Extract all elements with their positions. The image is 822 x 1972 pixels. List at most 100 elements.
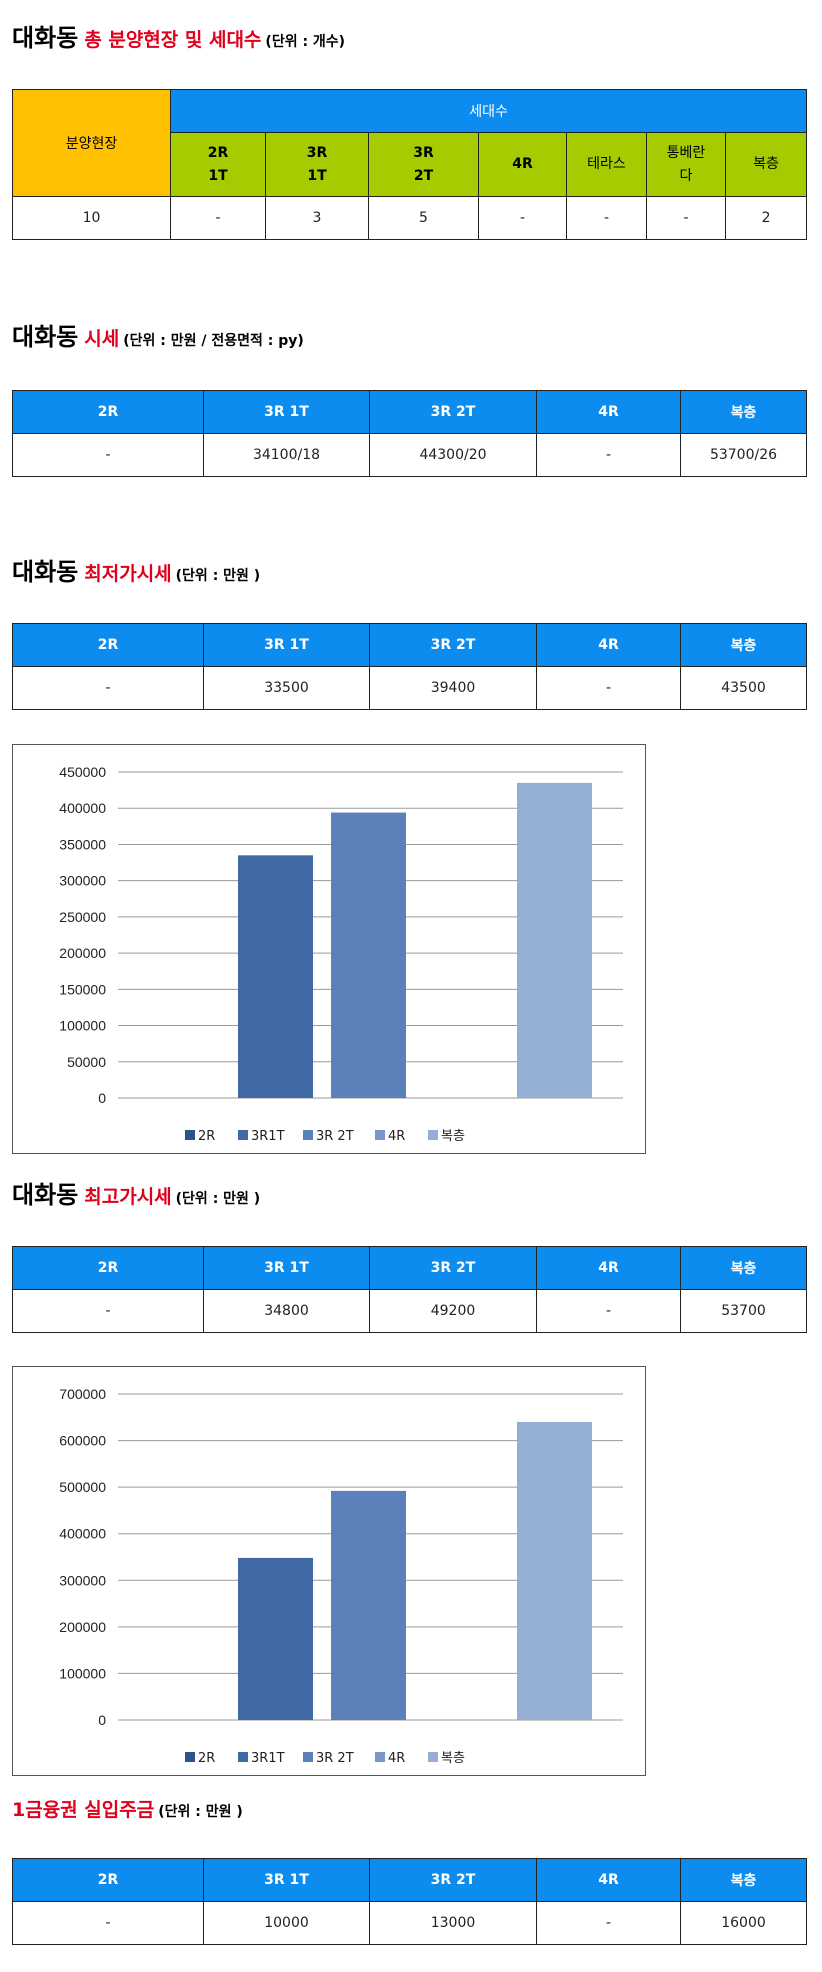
table-cell: 10 <box>12 196 171 240</box>
table-cell: 34100/18 <box>203 433 370 477</box>
table-cell: 33500 <box>203 666 370 710</box>
table-cell: - <box>170 196 266 240</box>
table-cell: 16000 <box>680 1901 807 1945</box>
max-heading: 대화동 최고가시세 (단위 : 만원 ) <box>12 1183 260 1207</box>
chart-svg: 0 100000 200000 300000 400000 500000 600000 700… <box>59 1386 623 1766</box>
header-cell: 복층 <box>680 1858 807 1902</box>
y-tick-label: 300000 <box>59 873 106 889</box>
legend-swatch <box>185 1752 195 1762</box>
header-cell: 3R 2T <box>369 390 537 434</box>
heading-title: 최고가시세 <box>84 1186 172 1208</box>
bar-5 <box>517 1421 592 1720</box>
header-row: 2R 3R 1T 3R 2T 4R 복층 <box>12 1246 807 1290</box>
header-cell: 2R <box>12 1858 204 1902</box>
subheader-cell: 복층 <box>724 132 808 197</box>
heading-area: 대화동 <box>12 24 79 52</box>
table-cell: 44300/20 <box>369 433 537 477</box>
y-tick-label: 250000 <box>59 909 106 925</box>
table-cell: 5 <box>368 196 479 240</box>
y-tick-label: 150000 <box>59 981 106 997</box>
legend-swatch <box>238 1752 248 1762</box>
min-heading: 대화동 최저가시세 (단위 : 만원 ) <box>12 560 260 584</box>
heading-area: 대화동 <box>12 1181 79 1209</box>
legend-swatch <box>185 1130 195 1140</box>
y-tick-label: 200000 <box>59 945 106 961</box>
max-price-chart: 0 100000 200000 300000 400000 500000 600000 700… <box>12 1366 646 1776</box>
legend-swatch <box>238 1130 248 1140</box>
table-cell: 39400 <box>369 666 537 710</box>
legend-swatch <box>303 1130 313 1140</box>
table-cell: - <box>12 1289 204 1333</box>
header-cell: 4R <box>536 623 681 667</box>
y-tick-label: 50000 <box>67 1054 106 1070</box>
heading-title: 시세 <box>84 328 120 350</box>
y-tick-label: 0 <box>98 1090 106 1106</box>
legend-label: 4R <box>388 1129 405 1144</box>
legend-label: 2R <box>198 1751 215 1766</box>
y-tick-label: 400000 <box>59 800 106 816</box>
table-row: - 33500 39400 - 43500 <box>12 666 807 710</box>
header-row: 2R 3R 1T 3R 2T 4R 복층 <box>12 1858 807 1902</box>
max-table: 2R 3R 1T 3R 2T 4R 복층 - 34800 49200 - 537… <box>12 1246 807 1333</box>
header-cell: 2R <box>12 390 204 434</box>
heading-title: 1금융권 실입주금 <box>12 1799 155 1821</box>
subheader-cell: 4R <box>478 132 567 197</box>
table-cell: - <box>646 196 726 240</box>
y-tick-label: 200000 <box>59 1619 106 1635</box>
table-cell: 2 <box>724 196 808 240</box>
table-row: - 10000 13000 - 16000 <box>12 1901 807 1945</box>
subheader-row: 2R 1T 3R 1T 3R 2T 4R 테라스 통베란 다 복층 <box>13 132 808 197</box>
header-cell: 3R 1T <box>203 390 370 434</box>
table-cell: 43500 <box>680 666 807 710</box>
y-tick-label: 600000 <box>59 1433 106 1449</box>
table-cell: - <box>536 1901 681 1945</box>
heading-unit: (단위 : 개수) <box>265 34 346 50</box>
table-cell: - <box>12 666 204 710</box>
y-tick-label: 300000 <box>59 1572 106 1588</box>
min-table: 2R 3R 1T 3R 2T 4R 복층 - 33500 39400 - 435… <box>12 623 807 710</box>
price-table: 2R 3R 1T 3R 2T 4R 복층 - 34100/18 44300/20… <box>12 390 807 477</box>
legend-label: 2R <box>198 1129 215 1144</box>
legend-label: 3R1T <box>251 1129 285 1144</box>
table-cell: 10000 <box>203 1901 370 1945</box>
table-row: - 34100/18 44300/20 - 53700/26 <box>12 433 807 477</box>
price-heading: 대화동 시세 (단위 : 만원 / 전용면적 : py) <box>12 325 304 349</box>
y-tick-label: 350000 <box>59 836 106 852</box>
header-cell: 3R 1T <box>203 1858 370 1902</box>
legend-label: 3R 2T <box>316 1129 354 1144</box>
table-cell: 13000 <box>369 1901 537 1945</box>
units-table: 분양현장 세대수 2R 1T 3R 1T 3R 2T 4R 테라스 통베란 다 … <box>12 89 808 240</box>
subheader-cell: 통베란 다 <box>646 132 726 197</box>
table-cell: 3 <box>265 196 369 240</box>
table-cell: - <box>536 666 681 710</box>
bar-2 <box>238 855 313 1098</box>
chart-svg: 0 50000 100000 150000 200000 250000 300000 3500… <box>59 764 623 1144</box>
header-cell: 3R 2T <box>369 1858 537 1902</box>
subheader-cell: 테라스 <box>566 132 647 197</box>
subheader-cell: 3R 1T <box>265 132 369 197</box>
table-cell: - <box>566 196 647 240</box>
legend-label: 3R1T <box>251 1751 285 1766</box>
header-cell: 3R 1T <box>203 623 370 667</box>
legend-label: 3R 2T <box>316 1751 354 1766</box>
header-households: 세대수 <box>169 89 808 133</box>
legend-label: 복층 <box>441 1129 465 1144</box>
heading-area: 대화동 <box>12 558 79 586</box>
table-cell: 53700 <box>680 1289 807 1333</box>
deposit-heading: 1금융권 실입주금 (단위 : 만원 ) <box>12 1801 243 1820</box>
subheader-cell: 2R 1T <box>170 132 266 197</box>
table-cell: 53700/26 <box>680 433 807 477</box>
heading-unit: (단위 : 만원 ) <box>158 1804 243 1820</box>
header-row: 2R 3R 1T 3R 2T 4R 복층 <box>12 390 807 434</box>
table-cell: - <box>12 433 204 477</box>
header-cell: 2R <box>12 1246 204 1290</box>
header-cell: 4R <box>536 1246 681 1290</box>
table-row: 10 - 3 5 - - - 2 <box>12 196 808 240</box>
heading-unit: (단위 : 만원 ) <box>175 568 261 584</box>
legend-label: 4R <box>388 1751 405 1766</box>
table-cell: - <box>536 1289 681 1333</box>
y-tick-label: 450000 <box>59 764 106 780</box>
header-cell: 복층 <box>680 1246 807 1290</box>
y-tick-label: 500000 <box>59 1479 106 1495</box>
table-cell: - <box>536 433 681 477</box>
